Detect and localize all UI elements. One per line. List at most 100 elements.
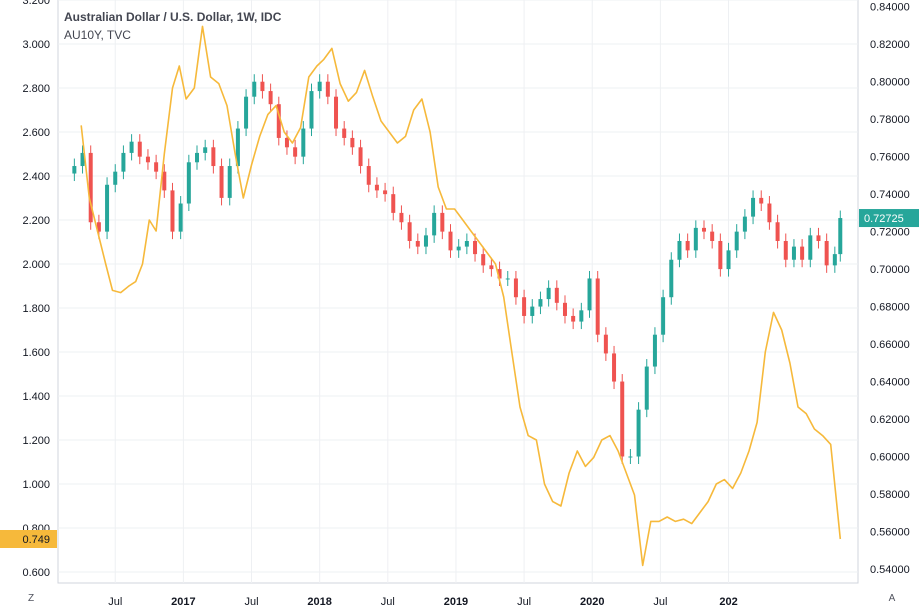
candle-body bbox=[121, 152, 126, 172]
candle-body bbox=[203, 147, 208, 153]
candle-body bbox=[105, 184, 110, 232]
candle-body bbox=[383, 190, 388, 195]
candle-body bbox=[325, 81, 330, 97]
right-axis-tick-label: 0.64000 bbox=[870, 377, 910, 389]
right-axis-tick-label: 0.70000 bbox=[870, 264, 910, 276]
candle-body bbox=[505, 278, 510, 280]
candle-body bbox=[268, 91, 273, 105]
candle-body bbox=[701, 227, 706, 232]
right-axis-tick-label: 0.60000 bbox=[870, 452, 910, 464]
candle-body bbox=[783, 240, 788, 260]
left-axis-tick-label: 2.200 bbox=[22, 215, 50, 227]
left-axis-tick-label: 1.000 bbox=[22, 479, 50, 491]
candle-body bbox=[530, 306, 535, 316]
candle-body bbox=[195, 152, 200, 163]
candle-body bbox=[440, 212, 445, 232]
plot-area bbox=[57, 0, 859, 584]
candle-body bbox=[423, 235, 428, 247]
candle-body bbox=[456, 246, 461, 251]
candle-body bbox=[154, 162, 159, 172]
candle-body bbox=[88, 152, 93, 223]
x-axis-tick-label: 202 bbox=[719, 596, 737, 608]
candle-body bbox=[612, 353, 617, 382]
right-axis-tick-label: 0.84000 bbox=[870, 2, 910, 14]
candle-body bbox=[546, 287, 551, 300]
x-axis-tick-label: 2017 bbox=[171, 596, 195, 608]
candle-body bbox=[432, 212, 437, 236]
left-axis-tick-label: 1.400 bbox=[22, 391, 50, 403]
right-axis-tick-label: 0.80000 bbox=[870, 77, 910, 89]
candle-body bbox=[235, 128, 240, 167]
candle-body bbox=[767, 203, 772, 223]
candle-body bbox=[211, 147, 216, 167]
candle-body bbox=[113, 171, 118, 185]
right-axis-tick-label: 0.54000 bbox=[870, 564, 910, 576]
candle-body bbox=[358, 147, 363, 167]
left-axis-tick-label: 1.800 bbox=[22, 303, 50, 315]
candle-body bbox=[448, 231, 453, 251]
candle-body bbox=[513, 278, 518, 298]
candle-body bbox=[628, 456, 633, 458]
yield-tag bbox=[0, 530, 57, 548]
right-axis-tick-label: 0.62000 bbox=[870, 414, 910, 426]
candle-body bbox=[137, 141, 142, 157]
left-axis-tick-label: 2.800 bbox=[22, 83, 50, 95]
x-axis-tick-label: 2018 bbox=[307, 596, 331, 608]
candle-body bbox=[644, 366, 649, 410]
candle-body bbox=[677, 240, 682, 260]
candle-body bbox=[317, 81, 322, 92]
left-axis-tick-label: 1.200 bbox=[22, 435, 50, 447]
x-axis-tick-label: Jul bbox=[517, 596, 531, 608]
auto-scale-right-button[interactable]: A bbox=[888, 593, 896, 604]
x-axis-tick-label: Jul bbox=[244, 596, 258, 608]
candle-body bbox=[72, 166, 77, 174]
candle-body bbox=[522, 297, 527, 316]
au10y-line bbox=[80, 25, 842, 567]
candle-body bbox=[603, 334, 608, 354]
right-axis-tick-label: 0.76000 bbox=[870, 152, 910, 164]
candle-body bbox=[587, 278, 592, 311]
candle-body bbox=[186, 162, 191, 204]
left-axis-tick-label: 2.400 bbox=[22, 171, 50, 183]
candle-body bbox=[309, 91, 314, 129]
x-axis-tick-label: Jul bbox=[381, 596, 395, 608]
candle-body bbox=[80, 152, 85, 167]
candle-body bbox=[260, 81, 265, 92]
candle-body bbox=[751, 197, 756, 217]
x-axis-tick-label: 2020 bbox=[580, 596, 604, 608]
x-axis-tick-label: 2019 bbox=[444, 596, 468, 608]
candle-body bbox=[407, 222, 412, 241]
yield-tag-label: 0.749 bbox=[22, 534, 50, 546]
candle-body bbox=[800, 246, 805, 260]
right-axis-tick-label: 0.74000 bbox=[870, 189, 910, 201]
x-axis-tick-label: Jul bbox=[108, 596, 122, 608]
candle-body bbox=[571, 315, 576, 322]
candle-body bbox=[162, 171, 167, 191]
candle-body bbox=[636, 409, 641, 457]
candle-body bbox=[775, 222, 780, 241]
auto-scale-left-button[interactable]: Z bbox=[27, 593, 35, 604]
candle-body bbox=[473, 240, 478, 255]
candle-body bbox=[718, 240, 723, 270]
candle-body bbox=[252, 81, 257, 97]
left-axis-tick-label: 1.600 bbox=[22, 347, 50, 359]
candle-body bbox=[759, 197, 764, 204]
candle-body bbox=[620, 381, 625, 457]
candle-body bbox=[293, 147, 298, 157]
right-axis-tick-label: 0.66000 bbox=[870, 339, 910, 351]
candle-body bbox=[489, 265, 494, 270]
candle-body bbox=[652, 334, 657, 367]
candle-body bbox=[816, 235, 821, 241]
candle-body bbox=[481, 254, 486, 266]
candle-body bbox=[554, 287, 559, 303]
candle-body bbox=[227, 166, 232, 198]
candle-body bbox=[374, 184, 379, 191]
candle-body bbox=[661, 297, 666, 335]
right-axis-tick-label: 0.58000 bbox=[870, 489, 910, 501]
candle-body bbox=[497, 269, 502, 279]
x-axis-tick-label: Jul bbox=[653, 596, 667, 608]
chart-subtitle: AU10Y, TVC bbox=[64, 28, 131, 42]
candle-body bbox=[734, 231, 739, 251]
candle-body bbox=[170, 190, 175, 232]
